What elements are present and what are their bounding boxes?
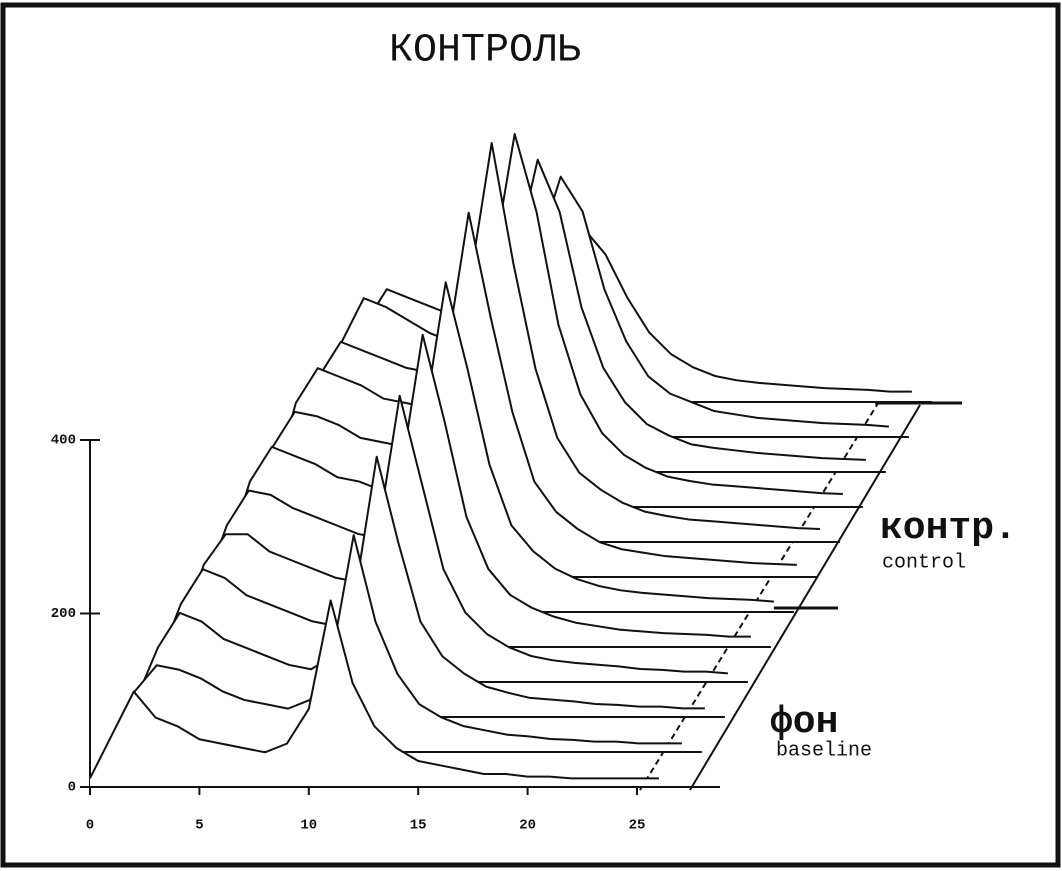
x-tick-label: 20 xyxy=(519,818,536,834)
trace xyxy=(89,599,659,780)
annotation: baseline xyxy=(776,739,872,762)
trace xyxy=(204,281,774,603)
x-tick-label: 0 xyxy=(86,818,94,834)
trace xyxy=(181,333,751,638)
x-tick-label: 5 xyxy=(195,818,203,834)
x-tick-label: 10 xyxy=(300,818,317,834)
y-tick-label: 400 xyxy=(51,433,76,449)
annotation: фон xyxy=(770,701,838,744)
trace xyxy=(296,158,866,461)
x-tick-label: 25 xyxy=(629,818,646,834)
trace xyxy=(319,175,889,428)
y-tick-label: 0 xyxy=(68,780,76,796)
trace xyxy=(135,455,705,710)
trace xyxy=(227,211,797,566)
trace xyxy=(342,227,912,393)
occlusion xyxy=(90,600,659,787)
annotation: контр. xyxy=(880,507,1017,550)
trace xyxy=(112,534,682,745)
trace xyxy=(250,141,820,530)
depth-axis xyxy=(689,404,921,791)
x-tick-label: 15 xyxy=(410,818,427,834)
trace xyxy=(158,394,728,675)
annotation: control xyxy=(882,551,966,574)
trace xyxy=(273,132,843,495)
y-tick-label: 200 xyxy=(51,606,76,622)
chart-title: КОНТРОЛЬ xyxy=(389,29,581,74)
